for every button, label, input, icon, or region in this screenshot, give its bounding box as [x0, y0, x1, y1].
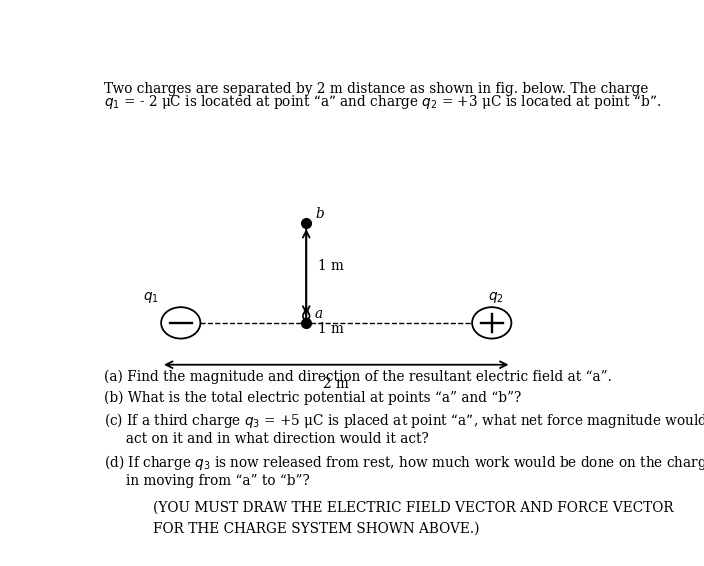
Text: in moving from “a” to “b”?: in moving from “a” to “b”?	[104, 474, 310, 488]
Text: 2 m: 2 m	[323, 377, 349, 391]
Text: b: b	[315, 207, 324, 221]
Text: $q_1$ = - 2 μC is located at point “a” and charge $q_2$ = +3 μC is located at po: $q_1$ = - 2 μC is located at point “a” a…	[104, 93, 662, 111]
Text: 1 m: 1 m	[318, 259, 344, 273]
Text: $q_2$: $q_2$	[488, 290, 503, 305]
Text: (YOU MUST DRAW THE ELECTRIC FIELD VECTOR AND FORCE VECTOR: (YOU MUST DRAW THE ELECTRIC FIELD VECTOR…	[153, 500, 674, 514]
Text: Two charges are separated by 2 m distance as shown in fig. below. The charge: Two charges are separated by 2 m distanc…	[104, 82, 649, 96]
Text: (a) Find the magnitude and direction of the resultant electric field at “a”.: (a) Find the magnitude and direction of …	[104, 370, 612, 384]
Text: (c) If a third charge $q_3$ = +5 μC is placed at point “a”, what net force magni: (c) If a third charge $q_3$ = +5 μC is p…	[104, 411, 704, 430]
Text: act on it and in what direction would it act?: act on it and in what direction would it…	[104, 432, 429, 446]
Text: 1 m: 1 m	[318, 323, 344, 336]
Text: FOR THE CHARGE SYSTEM SHOWN ABOVE.): FOR THE CHARGE SYSTEM SHOWN ABOVE.)	[153, 521, 480, 535]
Text: (d) If charge $q_3$ is now released from rest, how much work would be done on th: (d) If charge $q_3$ is now released from…	[104, 453, 704, 472]
Text: (b) What is the total electric potential at points “a” and “b”?: (b) What is the total electric potential…	[104, 391, 522, 405]
Text: a: a	[315, 307, 323, 321]
Text: $q_1$: $q_1$	[144, 290, 159, 305]
